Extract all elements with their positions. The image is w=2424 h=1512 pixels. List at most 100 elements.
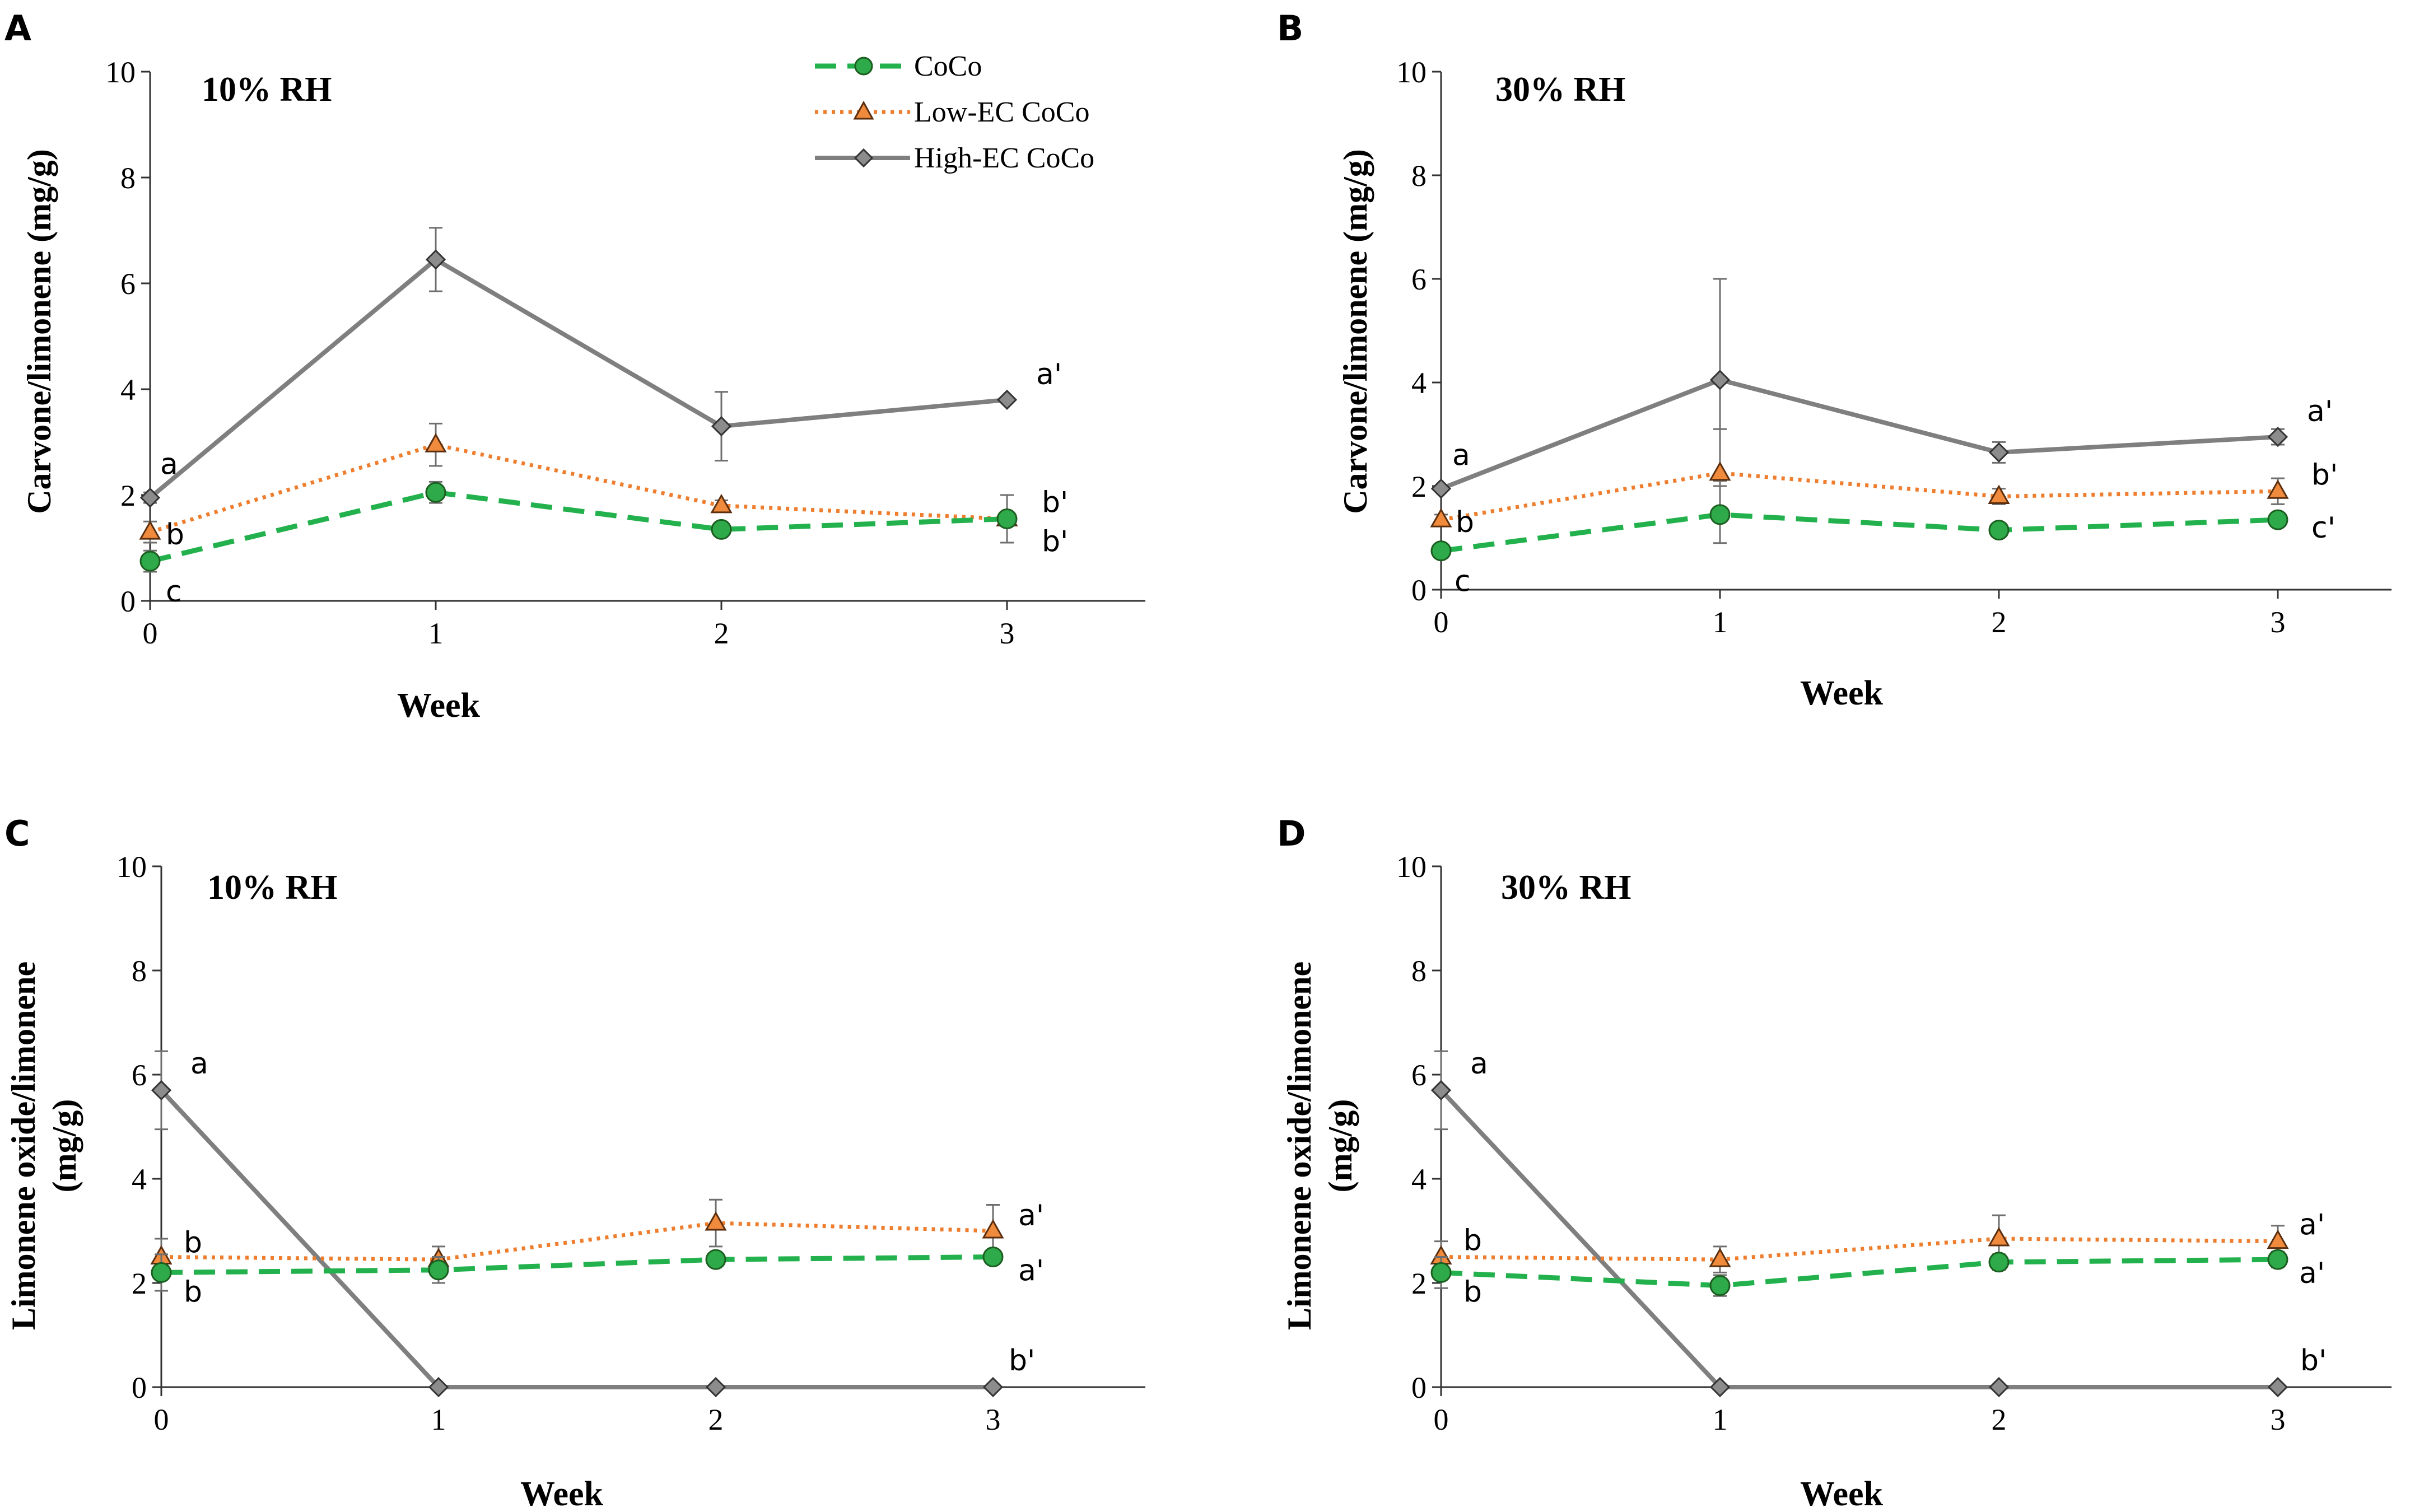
- legend-marker-coco: [854, 57, 873, 76]
- y-tick-label: 2: [120, 479, 136, 512]
- x-tick-label: 2: [1992, 1403, 2007, 1436]
- legend: CoCo Low-EC CoCo High-EC CoCo: [815, 50, 1094, 174]
- x-axis-label: Week: [397, 687, 481, 725]
- panel-d: D 30% RH Week Limonene oxide/limonene (m…: [1277, 813, 2392, 1512]
- y-tick-label: 0: [132, 1371, 147, 1404]
- significance-label: c': [2311, 511, 2336, 545]
- x-tick-label: 2: [1992, 605, 2007, 639]
- marker-high-ec: [1430, 478, 1452, 499]
- x-axis-label: Week: [520, 1475, 604, 1512]
- y-tick-label: 6: [120, 267, 136, 301]
- marker-high-ec: [711, 416, 732, 437]
- series-line: [1441, 1257, 2278, 1289]
- significance-label: a': [2299, 1208, 2325, 1242]
- panel-title: 10% RH: [202, 71, 332, 109]
- marker-high-ec: [1709, 1376, 1731, 1398]
- y-axis-label-line2: (mg/g): [1322, 1099, 1359, 1193]
- y-tick-label: 0: [120, 585, 136, 618]
- legend-item-high-ec: High-EC CoCo: [815, 142, 1094, 174]
- panel-letter: B: [1277, 8, 1303, 49]
- x-tick-label: 1: [428, 617, 444, 650]
- significance-label: c: [166, 575, 182, 609]
- y-tick-label: 4: [120, 373, 136, 407]
- series-line: [161, 1221, 994, 1262]
- panel-title: 10% RH: [207, 869, 338, 907]
- plot-area: a bb a' a' b': [150, 1047, 1044, 1398]
- marker-coco: [996, 508, 1018, 530]
- marker-low-ec: [705, 1211, 727, 1231]
- panel-title: 30% RH: [1501, 869, 1631, 907]
- series-low: [150, 1198, 1004, 1276]
- marker-high-ec: [425, 249, 446, 270]
- series-line: [149, 442, 1008, 534]
- marker-coco: [1709, 504, 1731, 525]
- x-tick-label: 2: [714, 617, 729, 650]
- legend-item-low-ec: Low-EC CoCo: [815, 96, 1089, 128]
- marker-high-ec: [139, 487, 161, 508]
- x-tick-label: 0: [1434, 1403, 1449, 1436]
- marker-coco: [1988, 520, 2010, 541]
- marker-coco: [1430, 1262, 1452, 1283]
- x-tick-label: 0: [154, 1403, 169, 1436]
- y-axis-label: Carvone/limonene (mg/g): [1337, 149, 1374, 514]
- significance-label: b': [1042, 486, 1068, 520]
- significance-label: b: [184, 1275, 202, 1309]
- marker-high-ec: [1988, 442, 2010, 463]
- y-tick-label: 4: [1411, 1163, 1427, 1196]
- significance-label: a': [1036, 358, 1062, 391]
- y-axis-label: Carvone/limonene (mg/g): [21, 149, 58, 514]
- panel-b: B 30% RH Week Carvone/limonene (mg/g) 0 2…: [1277, 8, 2392, 712]
- marker-low-ec: [2267, 1229, 2289, 1249]
- marker-high-ec: [1709, 370, 1731, 390]
- legend-marker-high-ec: [854, 148, 874, 168]
- series-coco: [139, 480, 1018, 573]
- marker-low-ec: [1988, 1226, 2010, 1247]
- significance-label: a': [1018, 1199, 1044, 1233]
- series-line: [160, 1089, 993, 1389]
- significance-label: b': [1042, 525, 1068, 559]
- significance-label: a': [2307, 395, 2333, 428]
- series-low: [139, 422, 1018, 544]
- series-line: [1440, 377, 2278, 491]
- significance-label: a: [160, 448, 178, 482]
- x-tick-label: 1: [431, 1403, 446, 1436]
- significance-label: a': [1018, 1254, 1044, 1288]
- plot-area: a bb a' a' b': [1430, 1047, 2327, 1398]
- series-coco: [151, 1247, 1004, 1292]
- x-tick-label: 3: [2271, 605, 2286, 639]
- significance-label: c: [1455, 565, 1471, 599]
- x-tick-label: 1: [1713, 605, 1728, 639]
- marker-low-ec: [1988, 484, 2010, 504]
- marker-low-ec: [1709, 1248, 1731, 1267]
- significance-label: a': [2299, 1257, 2325, 1290]
- marker-high-ec: [2267, 427, 2288, 447]
- legend-label-high-ec: High-EC CoCo: [914, 142, 1094, 174]
- axes: 0 2 4 6 8 10 0 1 2 3: [1396, 850, 2392, 1436]
- y-tick-label: 10: [1396, 850, 1427, 884]
- series-line: [1441, 471, 2278, 522]
- series-coco: [1430, 485, 2288, 562]
- panel-letter: A: [4, 8, 31, 49]
- y-tick-label: 8: [1411, 954, 1427, 988]
- marker-coco: [1988, 1252, 2010, 1273]
- y-tick-label: 8: [132, 954, 147, 988]
- series-high: [1430, 1050, 2288, 1398]
- series-coco: [1430, 1249, 2288, 1297]
- marker-high-ec: [982, 1376, 1004, 1398]
- y-tick-label: 8: [120, 161, 136, 195]
- y-axis-label-line1: Limonene oxide/limonene: [5, 962, 42, 1330]
- y-tick-label: 2: [1411, 1267, 1427, 1300]
- legend-label-coco: CoCo: [914, 50, 982, 82]
- y-tick-label: 4: [1411, 366, 1427, 400]
- x-tick-label: 0: [143, 617, 158, 650]
- x-tick-label: 0: [1434, 605, 1449, 639]
- series-line: [148, 257, 1008, 500]
- marker-high-ec: [151, 1080, 172, 1101]
- marker-coco: [139, 550, 161, 572]
- marker-coco: [425, 482, 446, 503]
- series-line: [149, 489, 1008, 564]
- marker-coco: [2267, 1249, 2288, 1270]
- significance-label: b: [184, 1226, 202, 1260]
- marker-coco: [1430, 540, 1452, 562]
- marker-high-ec: [2267, 1376, 2288, 1398]
